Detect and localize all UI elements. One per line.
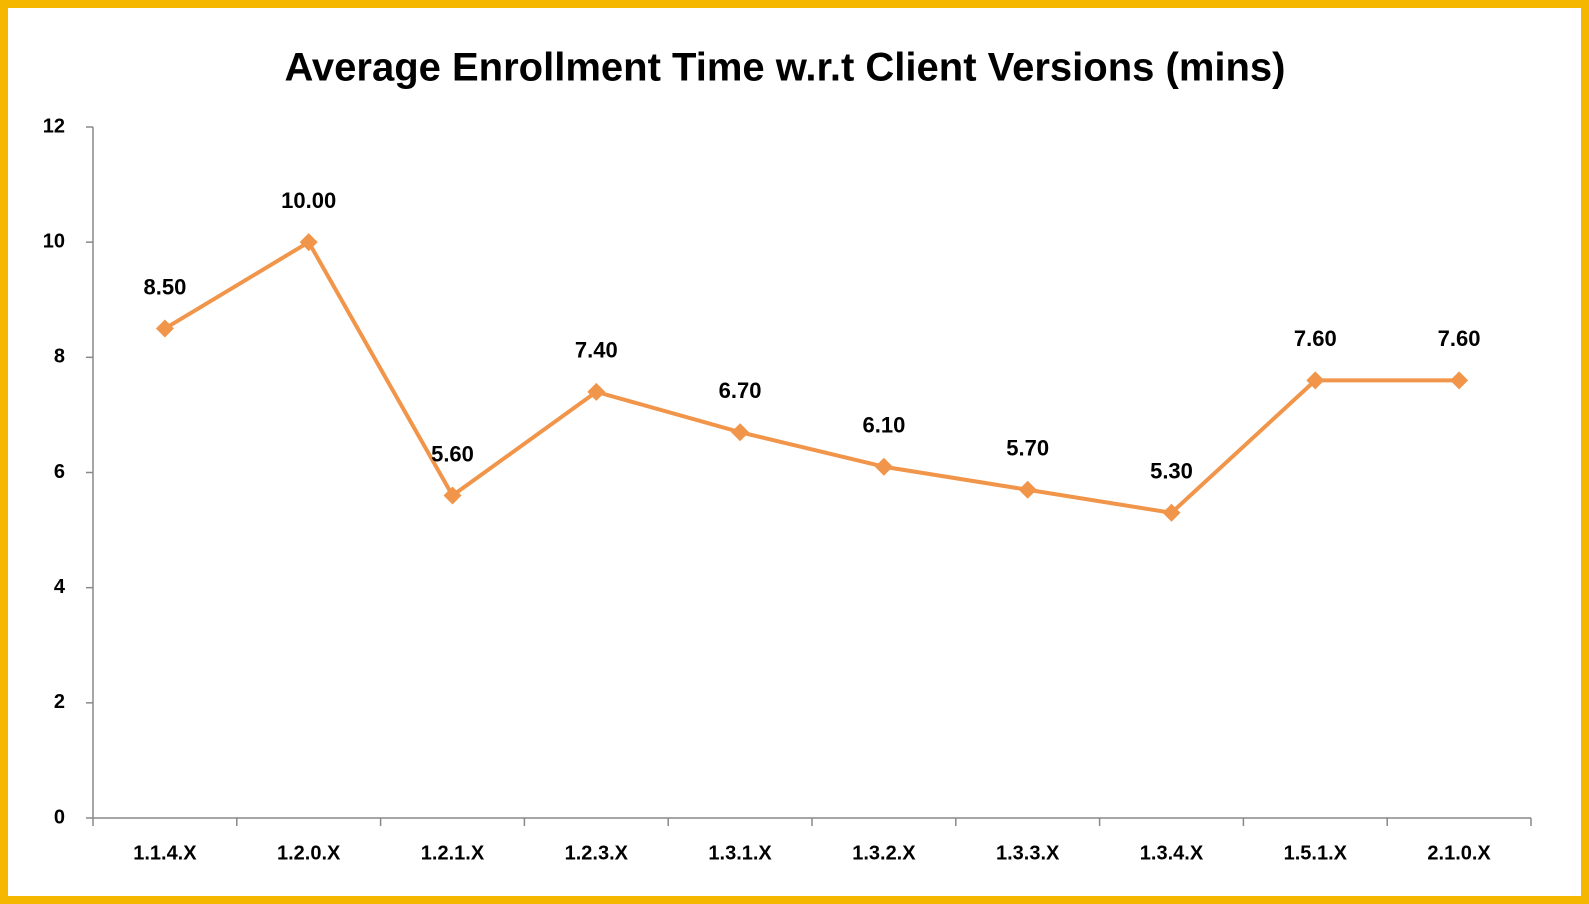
data-label: 7.60 — [1438, 326, 1481, 351]
data-point — [1162, 503, 1181, 522]
x-tick-label: 1.2.0.X — [277, 842, 341, 864]
data-label: 5.70 — [1006, 436, 1049, 461]
x-tick-label: 1.5.1.X — [1284, 842, 1348, 864]
data-point — [443, 486, 462, 505]
data-point — [299, 233, 318, 252]
x-tick-label: 1.1.4.X — [133, 842, 197, 864]
x-tick-label: 1.2.1.X — [421, 842, 485, 864]
y-tick-label: 0 — [54, 806, 65, 828]
data-label: 8.50 — [143, 274, 186, 299]
x-tick-label: 2.1.0.X — [1427, 842, 1491, 864]
data-point — [1306, 371, 1325, 390]
y-tick-label: 2 — [54, 691, 65, 713]
data-label: 6.10 — [862, 413, 905, 438]
data-label: 10.00 — [281, 188, 336, 213]
data-label: 7.60 — [1294, 326, 1337, 351]
y-tick-label: 8 — [54, 346, 65, 368]
data-label: 6.70 — [719, 378, 762, 403]
data-line — [163, 240, 1460, 515]
data-point — [1450, 371, 1469, 390]
data-label: 7.40 — [575, 338, 618, 363]
y-tick-label: 4 — [54, 576, 66, 598]
data-label: 5.60 — [431, 441, 474, 466]
y-tick-label: 12 — [43, 115, 65, 137]
data-point — [587, 382, 606, 401]
x-tick-label: 1.3.4.X — [1140, 842, 1204, 864]
x-tick-label: 1.3.1.X — [708, 842, 772, 864]
y-tick-label: 10 — [43, 230, 65, 252]
x-tick-label: 1.3.3.X — [996, 842, 1060, 864]
data-point — [1018, 480, 1037, 499]
chart-title: Average Enrollment Time w.r.t Client Ver… — [284, 46, 1285, 90]
data-label: 5.30 — [1150, 459, 1193, 484]
x-tick-label: 1.3.2.X — [852, 842, 916, 864]
data-point — [155, 319, 174, 338]
data-point — [731, 423, 750, 442]
data-point — [874, 457, 893, 476]
y-tick-label: 6 — [54, 461, 65, 483]
x-tick-label: 1.2.3.X — [565, 842, 629, 864]
